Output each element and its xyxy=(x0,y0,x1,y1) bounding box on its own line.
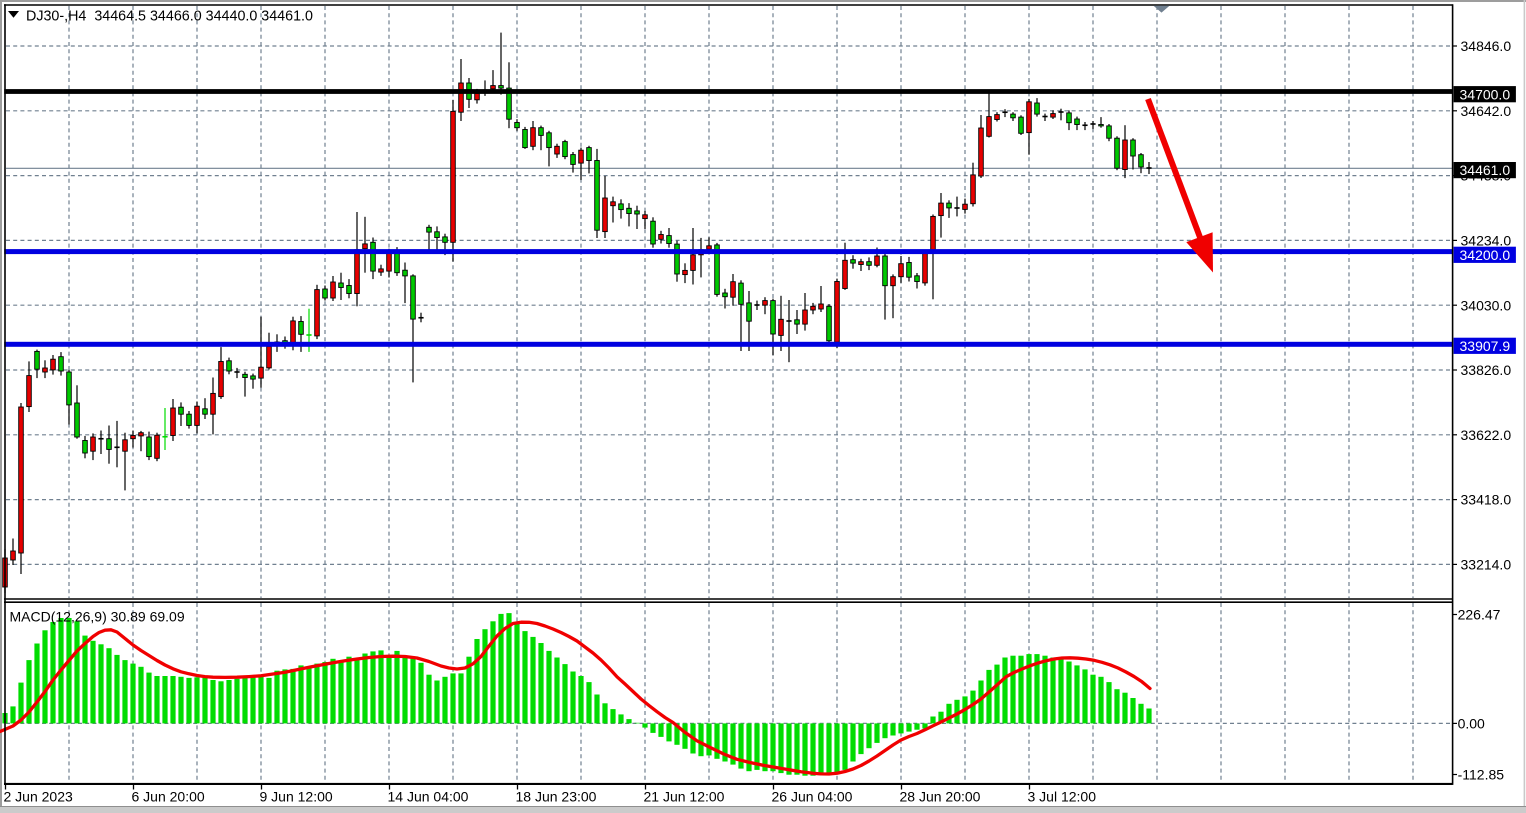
svg-text:34461.0: 34461.0 xyxy=(1460,162,1511,178)
svg-text:33214.0: 33214.0 xyxy=(1461,557,1512,573)
svg-text:26 Jun 04:00: 26 Jun 04:00 xyxy=(772,789,853,805)
svg-text:MACD(12,26,9) 30.89 69.09: MACD(12,26,9) 30.89 69.09 xyxy=(10,609,185,625)
svg-text:34700.0: 34700.0 xyxy=(1460,86,1511,102)
svg-text:14 Jun 04:00: 14 Jun 04:00 xyxy=(388,789,469,805)
svg-text:DJ30-,H4 34464.5 34466.0 3444: DJ30-,H4 34464.5 34466.0 34440.0 34461.0 xyxy=(26,9,313,25)
svg-text:28 Jun 20:00: 28 Jun 20:00 xyxy=(900,789,981,805)
svg-text:0.00: 0.00 xyxy=(1458,716,1485,732)
svg-text:-112.85: -112.85 xyxy=(1458,767,1505,783)
svg-text:34846.0: 34846.0 xyxy=(1461,38,1512,54)
svg-text:226.47: 226.47 xyxy=(1458,607,1501,623)
svg-text:33826.0: 33826.0 xyxy=(1461,362,1512,378)
svg-text:34642.0: 34642.0 xyxy=(1461,103,1512,119)
svg-text:18 Jun 23:00: 18 Jun 23:00 xyxy=(516,789,597,805)
svg-text:9 Jun 12:00: 9 Jun 12:00 xyxy=(260,789,333,805)
svg-text:33907.9: 33907.9 xyxy=(1460,338,1511,354)
svg-text:34200.0: 34200.0 xyxy=(1460,247,1511,263)
svg-text:3 Jul 12:00: 3 Jul 12:00 xyxy=(1028,789,1097,805)
svg-text:21 Jun 12:00: 21 Jun 12:00 xyxy=(644,789,725,805)
svg-text:34030.0: 34030.0 xyxy=(1461,297,1512,313)
svg-text:6 Jun 20:00: 6 Jun 20:00 xyxy=(132,789,205,805)
svg-text:33622.0: 33622.0 xyxy=(1461,427,1512,443)
svg-text:33418.0: 33418.0 xyxy=(1461,492,1512,508)
svg-text:34234.0: 34234.0 xyxy=(1461,233,1512,249)
svg-text:2 Jun 2023: 2 Jun 2023 xyxy=(4,789,73,805)
